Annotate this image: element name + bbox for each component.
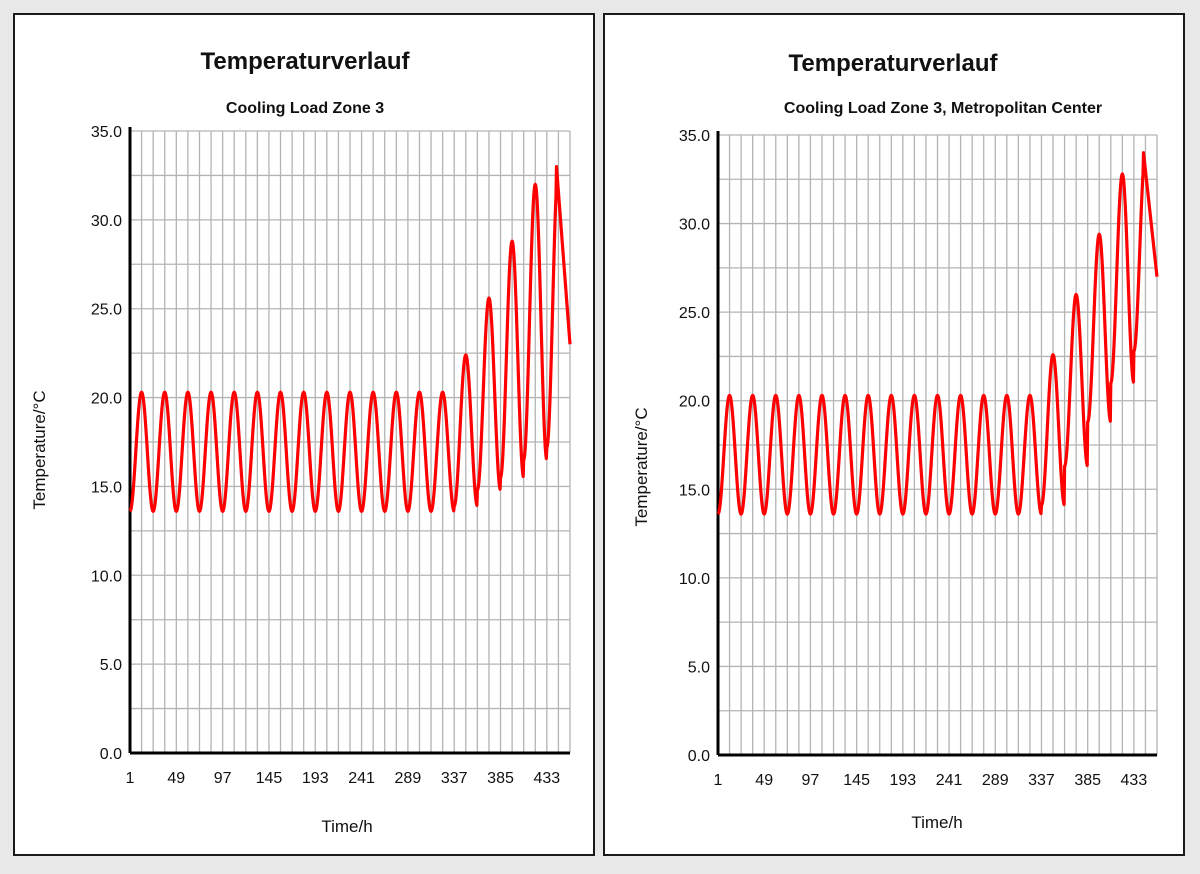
x-tick-label: 145: [843, 772, 870, 789]
series-line: [716, 151, 1159, 516]
x-tick-label: 1: [714, 772, 723, 789]
x-tick-label: 97: [214, 770, 232, 787]
x-tick-label: 193: [889, 772, 916, 789]
x-tick-label: 49: [167, 770, 185, 787]
y-tick-label: 15.0: [679, 482, 710, 499]
x-tick-label: 385: [1074, 772, 1101, 789]
chart-subtitle: Cooling Load Zone 3: [226, 100, 384, 117]
x-tick-label: 193: [302, 770, 329, 787]
x-tick-label: 337: [441, 770, 468, 787]
x-tick-label: 241: [348, 770, 375, 787]
x-tick-label: 49: [755, 772, 773, 789]
x-tick-label: 289: [395, 770, 422, 787]
y-tick-label: 5.0: [688, 659, 710, 676]
y-axis-label: Temperature/°C: [632, 407, 651, 526]
y-tick-label: 0.0: [688, 748, 710, 765]
y-tick-label: 10.0: [91, 568, 122, 585]
x-tick-label: 385: [487, 770, 514, 787]
y-axis-label: Temperature/°C: [30, 390, 49, 509]
y-tick-label: 5.0: [100, 657, 122, 674]
x-tick-label: 97: [802, 772, 820, 789]
x-tick-label: 241: [936, 772, 963, 789]
x-tick-label: 433: [533, 770, 560, 787]
grid: [718, 134, 1158, 756]
x-axis-label: Time/h: [911, 813, 962, 832]
x-tick-label: 433: [1121, 772, 1148, 789]
y-tick-label: 30.0: [679, 217, 710, 234]
x-tick-label: 337: [1028, 772, 1055, 789]
chart-panel-left: Temperaturverlauf Cooling Load Zone 3 Te…: [13, 13, 595, 856]
chart-panel-right: Temperaturverlauf Cooling Load Zone 3, M…: [603, 13, 1185, 856]
y-tick-label: 35.0: [91, 124, 122, 141]
y-tick-label: 10.0: [679, 571, 710, 588]
x-tick-label: 145: [256, 770, 283, 787]
y-tick-label: 30.0: [91, 213, 122, 230]
chart-title: Temperaturverlauf: [201, 48, 411, 75]
chart-subtitle: Cooling Load Zone 3, Metropolitan Center: [784, 100, 1102, 117]
series-line: [128, 164, 572, 513]
chart-svg-right: Temperaturverlauf Cooling Load Zone 3, M…: [632, 50, 1159, 832]
y-tick-label: 20.0: [91, 391, 122, 408]
y-tick-label: 15.0: [91, 479, 122, 496]
x-axis-label: Time/h: [321, 817, 372, 836]
y-tick-label: 0.0: [100, 746, 122, 763]
y-tick-label: 25.0: [679, 305, 710, 322]
x-tick-label: 1: [126, 770, 135, 787]
chart-title: Temperaturverlauf: [789, 50, 999, 77]
y-tick-label: 20.0: [679, 394, 710, 411]
y-tick-label: 35.0: [679, 128, 710, 145]
x-tick-label: 289: [982, 772, 1009, 789]
y-tick-label: 25.0: [91, 302, 122, 319]
chart-svg-left: Temperaturverlauf Cooling Load Zone 3 Te…: [30, 48, 572, 836]
